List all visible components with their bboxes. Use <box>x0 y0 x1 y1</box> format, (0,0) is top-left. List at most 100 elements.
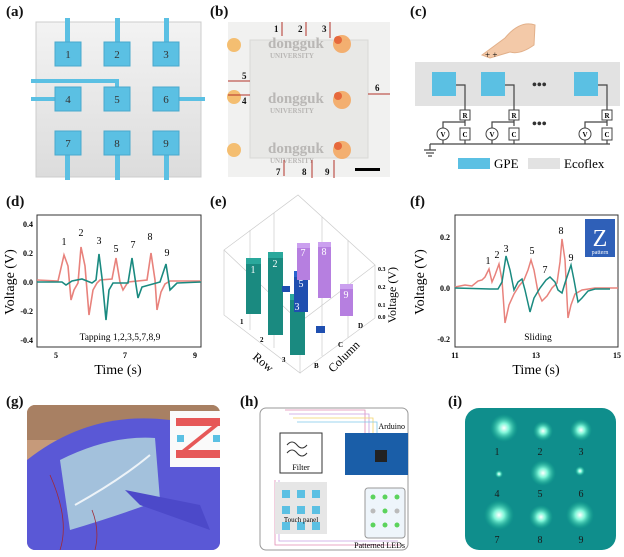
panel-label-e: (e) <box>210 194 227 210</box>
peak-label: 5 <box>114 244 119 255</box>
peak-label: 5 <box>530 246 535 257</box>
column-tick: D <box>358 322 363 330</box>
bar-label: 7 <box>301 248 306 259</box>
pad-label: 4 <box>65 94 71 106</box>
led-panel <box>364 487 406 539</box>
electrode-label: 4 <box>242 96 247 106</box>
bar-label: 9 <box>344 290 349 301</box>
resistor-label: R <box>604 112 610 120</box>
y-axis-label: Voltage (V) <box>3 249 18 315</box>
led-label: 4 <box>495 489 500 500</box>
badge-text: pattern <box>592 250 609 256</box>
panel-b: (b) dongguk UNIVERSITY dongguk UNIVERSIT… <box>210 0 410 190</box>
touch-panel-label: Touch panel <box>284 516 318 524</box>
ytick: 0.2 <box>440 233 450 242</box>
panel-i: (i) 1 2 3 4 5 6 7 8 9 <box>400 380 624 552</box>
electrode-label: 2 <box>298 24 303 34</box>
panel-label-b: (b) <box>210 4 229 20</box>
system-diagram: Filter Arduino Touch panel Patterned LED… <box>259 407 409 551</box>
ztick: 0.1 <box>378 303 386 309</box>
panel-label-f: (f) <box>410 194 425 210</box>
peak-label: 8 <box>148 232 153 243</box>
xtick: 5 <box>54 351 58 360</box>
xtick: 7 <box>123 351 127 360</box>
panel-label-g: (g) <box>6 394 24 410</box>
filter-box: Filter <box>279 432 323 474</box>
ellipsis: ••• <box>532 78 547 93</box>
electrode-label: 9 <box>325 167 330 177</box>
panel-label-d: (d) <box>6 194 25 210</box>
electrode-label: 7 <box>276 167 281 177</box>
filter-label: Filter <box>292 463 310 472</box>
panel-label-i: (i) <box>448 394 463 410</box>
ytick: 0.0 <box>440 284 450 293</box>
logo-subtext: UNIVERSITY <box>270 52 314 60</box>
series-pink <box>36 246 201 316</box>
pad-label: 9 <box>163 138 169 150</box>
sliding-voltage-chart: 0.2 0.0 -0.2 11 13 15 Time (s) Voltage (… <box>413 214 621 378</box>
badge-letter: Z <box>593 226 608 252</box>
legend: GPE Ecoflex <box>458 156 605 171</box>
peak-label: 8 <box>559 226 564 237</box>
z-axis-label: Voltage (V) <box>385 267 399 323</box>
legend-gpe: GPE <box>494 156 519 171</box>
led-label: 3 <box>579 447 584 458</box>
circuit-diagram: + + − − ••• R R R C C C V V V <box>415 23 620 171</box>
ztick: 0.0 <box>378 315 386 321</box>
xtick: 15 <box>613 351 621 360</box>
series-pink <box>454 238 618 324</box>
column-tick: C <box>338 341 343 349</box>
series-teal <box>37 253 202 321</box>
pad-label: 2 <box>114 49 120 61</box>
logo-subtext: UNIVERSITY <box>270 157 314 165</box>
peak-label: 2 <box>79 228 84 239</box>
ytick: -0.4 <box>20 336 33 345</box>
panel-g: (g) <box>0 380 220 552</box>
patterned-leds-label: Patterned LEDs <box>354 541 405 550</box>
x-axis-label: Time (s) <box>94 363 142 378</box>
capacitor-label: C <box>604 131 609 139</box>
ytick: -0.2 <box>437 335 450 344</box>
peak-label: 9 <box>569 253 574 264</box>
ytick: 0.0 <box>23 278 33 287</box>
finger-icon <box>480 23 536 59</box>
capacitor-label: C <box>511 131 516 139</box>
led-photo: 1 2 3 4 5 6 7 8 9 <box>465 408 616 550</box>
series-teal <box>454 255 610 313</box>
pad-label: 8 <box>114 138 120 150</box>
column-axis-label: Column <box>325 338 362 375</box>
electrode-label: 5 <box>242 71 247 81</box>
led-label: 5 <box>538 489 543 500</box>
device-photo: dongguk UNIVERSITY dongguk UNIVERSITY do… <box>227 22 390 178</box>
pad-label: 3 <box>163 49 169 61</box>
3d-bar-chart: 1 2 3 5 7 8 9 0.3 0.2 0.1 0.0 Voltage (V… <box>223 194 399 375</box>
electrode-label: 6 <box>375 83 380 93</box>
ztick: 0.2 <box>378 285 386 291</box>
row-tick: 2 <box>260 336 264 344</box>
pad-label: 5 <box>114 94 120 106</box>
peak-label: 1 <box>486 256 491 267</box>
electrode-label: 1 <box>274 24 279 34</box>
chart-annotation: Sliding <box>524 333 552 343</box>
ellipsis: ••• <box>532 117 547 132</box>
ytick: 0.4 <box>23 220 33 229</box>
electrode-label: 8 <box>302 167 307 177</box>
z-pattern-inset-icon <box>170 411 220 467</box>
xtick: 11 <box>451 351 459 360</box>
xtick: 9 <box>193 351 197 360</box>
panel-f: (f) 0.2 0.0 -0.2 11 13 15 Time (s) Volta… <box>410 190 624 380</box>
panel-label-h: (h) <box>240 394 259 410</box>
pad-label: 1 <box>65 49 71 61</box>
resistor-label: R <box>462 112 468 120</box>
led-label: 9 <box>579 535 584 546</box>
peak-label: 1 <box>62 237 67 248</box>
flower-logo-icon <box>227 35 351 159</box>
voltmeter-label: V <box>440 131 445 139</box>
wearable-photo <box>27 405 220 550</box>
panel-a: (a) 1 2 3 4 5 6 7 8 9 <box>0 0 215 190</box>
x-axis-label: Time (s) <box>512 363 560 378</box>
chart-annotation: Tapping 1,2,3,5,7,8,9 <box>80 333 161 343</box>
panel-label-c: (c) <box>410 4 427 20</box>
z-pattern-badge: Z pattern <box>585 219 615 257</box>
y-axis-label: Voltage (V) <box>413 249 428 315</box>
